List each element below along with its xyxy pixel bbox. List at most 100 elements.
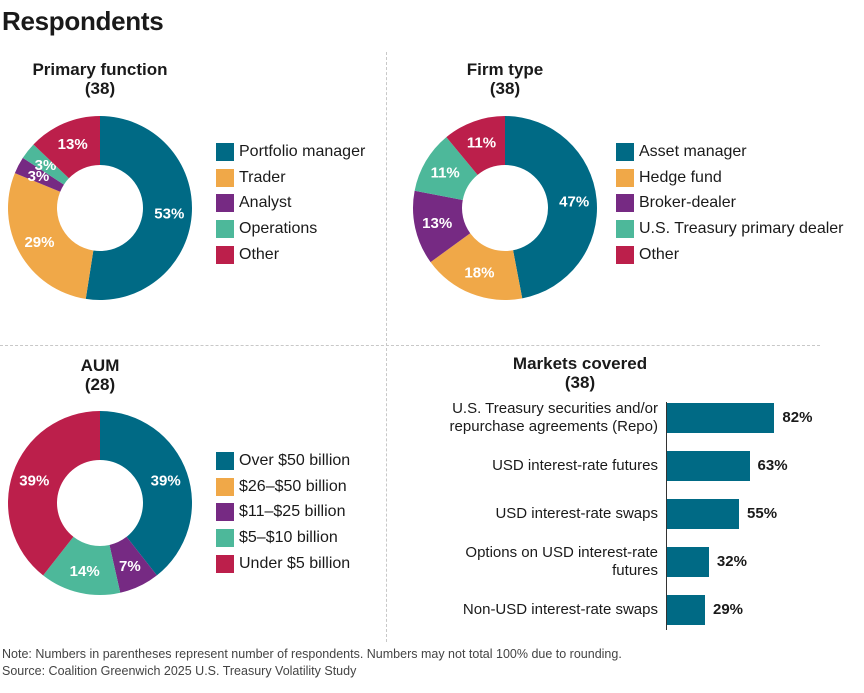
respondent-count: (38) (489, 79, 521, 98)
legend-label: Asset manager (639, 142, 747, 160)
slice-label-operations: 3% (35, 157, 57, 174)
firm-type-legend: Asset manager Hedge fund Broker-dealer U.S.… (616, 139, 844, 267)
legend-item-under-5-billion: Under $5 billion (216, 551, 350, 577)
legend-item-other: Other (216, 242, 365, 268)
primary-function-legend: Portfolio manager Trader Analyst Operations… (216, 139, 365, 267)
bar-category-label: USD interest-rate swaps (495, 505, 658, 522)
footnote-note: Note: Numbers in parentheses represent n… (2, 647, 622, 661)
slice-label-other: 11% (467, 135, 496, 152)
slice-label-under-5-billion: 39% (19, 472, 49, 489)
slice-over-50-billion (100, 411, 192, 576)
bar-3 (667, 499, 740, 529)
legend-swatch (216, 528, 234, 547)
horizontal-divider (0, 345, 820, 346)
slice-11-25-billion (109, 536, 157, 593)
slice-label-broker-dealer: 13% (422, 215, 452, 232)
slice-label-hedge-fund: 18% (464, 265, 494, 282)
bar-1 (667, 403, 775, 433)
page-title: Respondents (2, 6, 164, 36)
vertical-divider (386, 52, 387, 642)
slice-u-s-treasury-primary-dealer (414, 137, 478, 200)
legend-label: Operations (239, 219, 318, 237)
footnote-source: Source: Coalition Greenwich 2025 U.S. Tr… (2, 664, 357, 678)
legend-item-26-50-billion: $26–$50 billion (216, 474, 350, 500)
legend-swatch (616, 219, 634, 238)
bar-category-label: Non-USD interest-rate swaps (462, 601, 658, 618)
footnote: Note: Numbers in parentheses represent n… (2, 646, 622, 680)
bar-4 (667, 547, 709, 577)
chart-title: Firm type (466, 60, 544, 79)
bar-axis (666, 402, 667, 630)
slice-5-10-billion (43, 536, 121, 595)
slice-label-analyst: 3% (28, 168, 50, 185)
legend-swatch (616, 194, 634, 213)
slice-asset-manager (505, 116, 597, 299)
legend-swatch (216, 554, 234, 573)
bar-value-label: 55% (747, 505, 778, 522)
legend-label: $26–$50 billion (239, 477, 347, 495)
respondent-count: (28) (84, 375, 116, 394)
legend-item-asset-manager: Asset manager (616, 139, 844, 165)
slice-label-11-25-billion: 7% (119, 558, 141, 575)
legend-swatch (616, 168, 634, 187)
legend-label: Hedge fund (639, 168, 722, 186)
slice-under-5-billion (8, 411, 100, 576)
primary-function-donut: 53%29%3%3%13% (7, 116, 192, 300)
legend-item-portfolio-manager: Portfolio manager (216, 139, 365, 165)
legend-swatch (216, 194, 234, 213)
slice-operations (22, 144, 69, 185)
legend-item-5-10-billion: $5–$10 billion (216, 525, 350, 551)
slice-label-u-s-treasury-primary-dealer: 11% (431, 165, 460, 182)
legend-swatch (616, 245, 634, 264)
legend-label: Portfolio manager (239, 142, 366, 160)
slice-trader (7, 173, 94, 299)
slice-analyst (14, 157, 64, 192)
legend-swatch (216, 245, 234, 264)
bar-category-label: USD interest-rate futures (492, 457, 658, 474)
legend-swatch (216, 451, 234, 470)
legend-item-trader: Trader (216, 165, 365, 191)
legend-swatch (216, 168, 234, 187)
legend-label: Analyst (239, 194, 292, 212)
aum-donut: 39% 7% 14% 39% (8, 411, 192, 595)
legend-item-hedge-fund: Hedge fund (616, 165, 844, 191)
firm-type-title: Firm type (38) (405, 60, 605, 98)
bar-value-label: 32% (716, 553, 747, 570)
slice-portfolio-manager (85, 116, 192, 300)
slice-hedge-fund (430, 233, 523, 300)
bar-value-label: 29% (712, 601, 744, 618)
legend-label: U.S. Treasury primary dealer (639, 219, 844, 237)
chart-title: AUM (80, 356, 120, 375)
bar-category-label: Options on USD interest-rate futures (465, 544, 658, 579)
slice-label-other: 13% (58, 136, 88, 153)
markets-covered-title: Markets covered (38) (480, 354, 680, 392)
bar-value-label: 63% (757, 457, 788, 474)
legend-item-u-s-treasury-primary-dealer: U.S. Treasury primary dealer (616, 216, 844, 242)
respondent-count: (38) (84, 79, 116, 98)
legend-swatch (616, 142, 634, 161)
legend-item-other: Other (616, 242, 844, 268)
primary-function-title: Primary function (38) (0, 60, 200, 98)
slice-label-trader: 29% (24, 234, 54, 251)
firm-type-donut: 47% 18% 13% 11% 11% (413, 116, 597, 300)
bar-value-label: 82% (782, 409, 813, 426)
slice-label-portfolio-manager: 53% (154, 205, 184, 222)
bar-5 (667, 595, 705, 625)
chart-title: Primary function (32, 60, 168, 79)
legend-label: Over $50 billion (239, 451, 351, 469)
legend-swatch (216, 142, 234, 161)
legend-label: Under $5 billion (239, 554, 351, 572)
slice-other (33, 116, 100, 179)
legend-swatch (216, 503, 234, 522)
legend-swatch (216, 477, 234, 496)
legend-label: Trader (239, 168, 286, 186)
bar-2 (667, 451, 750, 481)
bar-category-label: U.S. Treasury securities and/or repurchas… (449, 400, 658, 435)
legend-swatch (216, 219, 234, 238)
legend-label: Other (639, 245, 680, 263)
respondent-count: (38) (564, 373, 596, 392)
legend-label: $5–$10 billion (239, 528, 338, 546)
slice-other (446, 116, 505, 175)
legend-label: Other (239, 245, 280, 263)
legend-item-operations: Operations (216, 216, 365, 242)
